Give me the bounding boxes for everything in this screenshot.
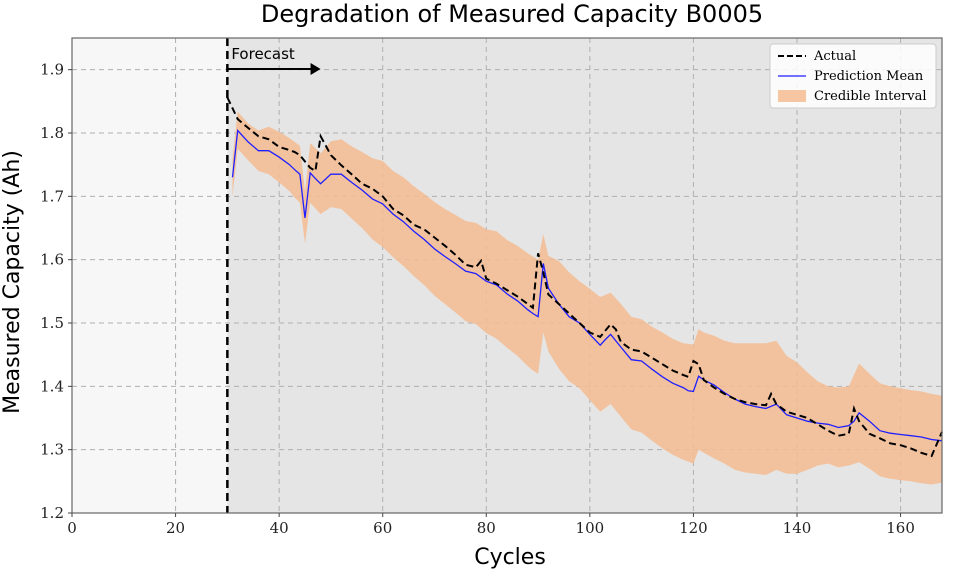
x-axis-ticks: 0 20 40 60 80 100 120 140 160: [67, 513, 915, 537]
y-axis-ticks: 1.2 1.3 1.4 1.5 1.6 1.7 1.8 1.9: [40, 61, 72, 522]
legend-interval-swatch: [778, 90, 806, 102]
prediction-mean-line: [231, 129, 943, 442]
y-tick-label: 1.2: [40, 504, 64, 522]
y-tick-label: 1.4: [40, 377, 64, 395]
credible-interval-band: [232, 111, 942, 485]
legend-box: [769, 43, 937, 109]
forecast-annotation: Forecast: [231, 45, 295, 63]
x-tick-label: 0: [67, 519, 77, 537]
x-axis-label: Cycles: [474, 545, 546, 570]
plot-frame: [71, 37, 943, 514]
x-tick-label: 20: [166, 519, 185, 537]
forecast-marker: Forecast: [226, 38, 321, 513]
x-tick-label: 80: [477, 519, 496, 537]
legend-label: Prediction Mean: [814, 69, 924, 84]
series-lines: [226, 97, 943, 458]
legend: Actual Prediction Mean Credible Interval: [769, 43, 937, 109]
x-tick-label: 60: [373, 519, 392, 537]
y-tick-label: 1.8: [40, 124, 64, 142]
y-tick-label: 1.6: [40, 251, 64, 269]
x-tick-label: 160: [886, 519, 915, 537]
y-tick-label: 1.7: [40, 187, 64, 205]
y-tick-label: 1.5: [40, 314, 64, 332]
x-tick-label: 140: [783, 519, 812, 537]
x-tick-label: 100: [576, 519, 605, 537]
legend-label: Actual: [813, 49, 856, 64]
x-tick-label: 120: [679, 519, 708, 537]
chart-title: Degradation of Measured Capacity B0005: [261, 0, 763, 28]
plot-border: [71, 37, 943, 514]
y-tick-label: 1.9: [40, 61, 64, 79]
actual-line: [226, 97, 943, 458]
y-tick-label: 1.3: [40, 441, 64, 459]
history-region: [72, 38, 228, 513]
x-tick-label: 40: [270, 519, 289, 537]
legend-label: Credible Interval: [814, 89, 927, 104]
y-axis-label: Measured Capacity (Ah): [0, 150, 25, 414]
credible-interval-area: [232, 111, 942, 485]
forecast-arrowhead: [310, 63, 321, 75]
